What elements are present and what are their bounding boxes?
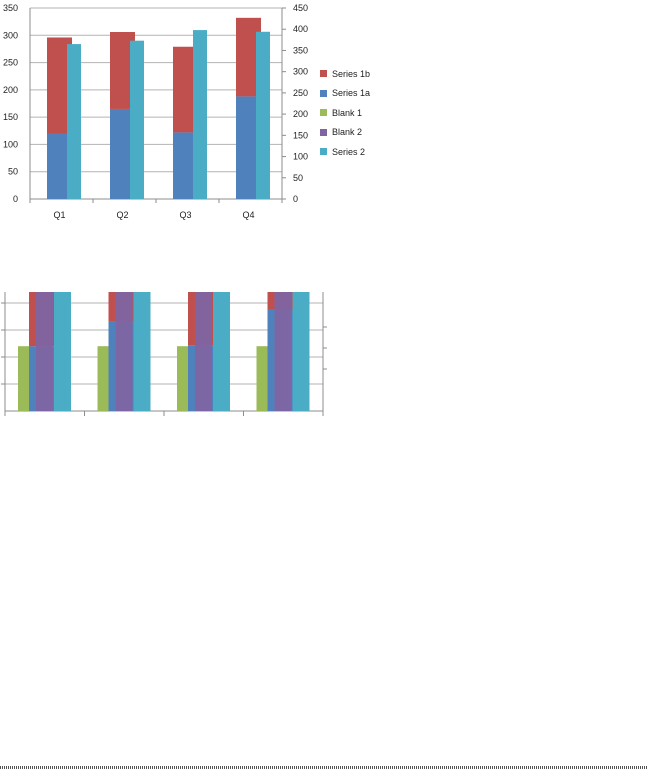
bar-series-2 — [130, 40, 144, 199]
x-tick-label: Q2 — [116, 210, 128, 220]
y-tick-label-left: 50 — [8, 167, 18, 177]
legend: Series 1b Series 1a Blank 1 Blank 2 Seri… — [320, 64, 370, 162]
legend-swatch-blank-1 — [320, 109, 327, 117]
bar-blank-2 — [195, 292, 212, 411]
bar-blank-2 — [36, 292, 53, 411]
legend-label-blank-1: Blank 1 — [332, 107, 363, 118]
bar-series-2 — [54, 292, 71, 411]
y-tick-label-right: 450 — [293, 3, 308, 13]
chart-bottom — [1, 292, 327, 416]
y-tick-label-left: 100 — [3, 139, 18, 149]
page-bottom-rule — [0, 766, 648, 769]
bar-series-2 — [256, 31, 270, 199]
legend-swatch-series-1a — [320, 89, 327, 97]
y-tick-label-left: 150 — [3, 112, 18, 122]
legend-item-series-1b: Series 1b — [320, 64, 370, 84]
y-tick-label-right: 200 — [293, 109, 308, 119]
y-tick-label-right: 0 — [293, 194, 298, 204]
legend-label-series-2: Series 2 — [332, 146, 366, 157]
y-tick-label-right: 400 — [293, 24, 308, 34]
legend-label-series-1a: Series 1a — [332, 88, 371, 99]
bar-blank-2 — [274, 292, 292, 411]
y-tick-label-left: 0 — [13, 194, 18, 204]
y-tick-label-right: 50 — [293, 173, 303, 183]
y-tick-label-left: 200 — [3, 85, 18, 95]
legend-item-series-1a: Series 1a — [320, 84, 370, 104]
y-tick-label-right: 100 — [293, 152, 308, 162]
legend-swatch-blank-2 — [320, 128, 327, 136]
x-tick-label: Q3 — [179, 210, 191, 220]
y-tick-label-left: 350 — [3, 3, 18, 13]
bar-series-2 — [213, 292, 230, 411]
bar-blank-2 — [115, 292, 133, 411]
bar-series-2 — [193, 30, 207, 200]
y-tick-label-right: 300 — [293, 67, 308, 77]
y-tick-label-left: 250 — [3, 58, 18, 68]
y-tick-label-right: 250 — [293, 88, 308, 98]
chart-top: 0 50 100 150 200 250 300 350 0 50 100 150 200 250 300 3… — [3, 3, 308, 220]
bar-series-2 — [133, 292, 151, 411]
y-tick-label-right: 350 — [293, 45, 308, 55]
y-tick-label-left: 300 — [3, 30, 18, 40]
bar-series-2 — [67, 44, 81, 200]
y-tick-label-right: 150 — [293, 130, 308, 140]
legend-swatch-series-1b — [320, 70, 327, 78]
bar-series-2 — [292, 292, 310, 411]
legend-item-series-2: Series 2 — [320, 142, 370, 162]
legend-label-series-1b: Series 1b — [332, 68, 371, 79]
x-tick-label: Q1 — [53, 210, 65, 220]
x-tick-label: Q4 — [242, 210, 254, 220]
legend-swatch-series-2 — [320, 148, 327, 156]
legend-item-blank-1: Blank 1 — [320, 103, 370, 123]
legend-label-blank-2: Blank 2 — [332, 127, 363, 138]
legend-item-blank-2: Blank 2 — [320, 123, 370, 143]
